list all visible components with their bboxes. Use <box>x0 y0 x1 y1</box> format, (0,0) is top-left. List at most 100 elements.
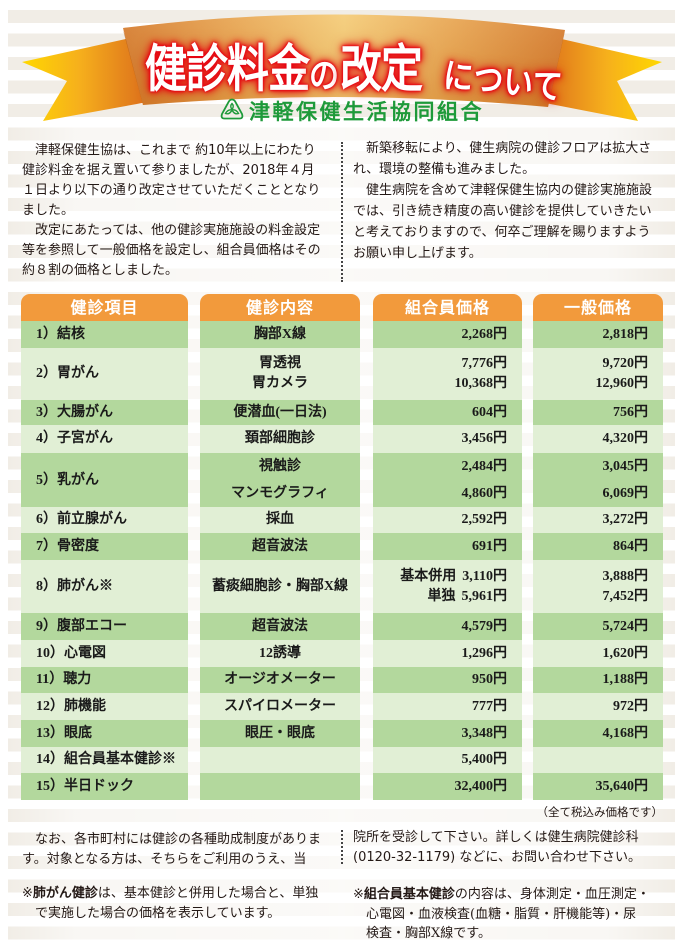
text-line: ました。 <box>22 203 75 218</box>
table-cell-content: 眼圧・眼底 <box>200 720 360 747</box>
text-line: 等を参照して一般価格を設定し、組合員価格はその <box>22 243 321 258</box>
table-cell-item: 2）胃がん <box>21 348 188 400</box>
text-line: 約８割の価格としました。 <box>22 263 179 278</box>
table-cell-general-price <box>533 747 663 773</box>
table-cell-general-price: 4,320円 <box>533 425 663 453</box>
column-member-price: 組合員価格 2,268円 7,776円 10,368円 604円 3,456円 2… <box>373 294 522 800</box>
text-line: １日より以下の通り改定させていただくこととなり <box>22 183 321 198</box>
table-cell-item: 6）前立腺がん <box>21 507 188 533</box>
table-cell-item: 4）子宮がん <box>21 425 188 453</box>
table-cell-item: 3）大腸がん <box>21 400 188 425</box>
note-line: 検査・胸部X線です。 <box>366 926 491 941</box>
table-cell-member-price: 3,456円 <box>373 425 522 453</box>
table-cell-member-price: 4,579円 <box>373 613 522 640</box>
table-cell-content: スパイロメーター <box>200 693 360 720</box>
table-cell-content: 頚部細胞診 <box>200 425 360 453</box>
table-cell-member-price: 2,268円 <box>373 321 522 348</box>
table-cell-content: 蓄痰細胞診・胸部X線 <box>200 560 360 613</box>
table-cell-item: 13）眼底 <box>21 720 188 747</box>
ribbon-left-tail <box>22 37 148 121</box>
column-exam-content: 健診内容 胸部X線 胃透視 胃カメラ 便潜血(一日法) 頚部細胞診 視触診 マンモグ… <box>200 294 360 800</box>
text-line: す。対象となる方は、そちらをご利用のうえ、当 <box>22 852 307 867</box>
table-cell-member-price: 基本併用 3,110円 単独 5,961円 <box>373 560 522 613</box>
table-cell-member-price: 2,592円 <box>373 507 522 533</box>
table-cell-general-price: 2,818円 <box>533 321 663 348</box>
text-line: 健診料金を据え置いて参りましたが、2018年４月 <box>22 163 315 178</box>
text-line: と考えておりますので、何卒ご理解を賜りますよう <box>353 225 651 240</box>
table-cell-member-price: 604円 <box>373 400 522 425</box>
table-cell-content: 超音波法 <box>200 533 360 560</box>
table-cell-general-price: 9,720円 12,960円 <box>533 348 663 400</box>
note-line: で実施した場合の価格を表示しています。 <box>35 906 281 921</box>
organization-name: 津軽保健生活協同組合 <box>249 100 484 124</box>
text-line: 改定にあたっては、他の健診実施施設の料金設定 <box>35 223 321 238</box>
table-cell-member-price: 691円 <box>373 533 522 560</box>
table-cell-item: 7）骨密度 <box>21 533 188 560</box>
note-line: ※肺がん健診は、基本健診と併用した場合と、単独 <box>22 886 319 901</box>
column-general-price: 一般価格 2,818円 9,720円 12,960円 756円 4,320円 3,… <box>533 294 663 800</box>
note-line: 心電図・血液検査(血糖・脂質・肝機能等)・尿 <box>366 906 637 922</box>
price-line-standalone: 単独 5,961円 <box>427 588 508 604</box>
table-cell-item: 5）乳がん <box>21 453 188 507</box>
table-cell-general-price: 1,620円 <box>533 640 663 667</box>
column-exam-item: 健診項目 1）結核 2）胃がん 3）大腸がん 4）子宮がん 5）乳がん 6）前立… <box>21 294 188 800</box>
table-cell-member-price: 3,348円 <box>373 720 522 747</box>
text-line: では、引き続き精度の高い健診を提供していきたい <box>353 204 652 219</box>
table-cell-item: 15）半日ドック <box>21 773 188 800</box>
table-cell-general-price: 5,724円 <box>533 613 663 640</box>
table-cell-member-price: 777円 <box>373 693 522 720</box>
table-cell-content: オージオメーター <box>200 667 360 693</box>
coop-leaf-logo-icon <box>220 98 244 124</box>
table-cell-item: 8）肺がん※ <box>21 560 188 613</box>
table-cell-content: 胃透視 胃カメラ <box>200 348 360 400</box>
table-cell-general-price: 972円 <box>533 693 663 720</box>
table-cell-general-price: 35,640円 <box>533 773 663 800</box>
table-cell-member-price: 950円 <box>373 667 522 693</box>
note-lung-cancer: ※肺がん健診は、基本健診と併用した場合と、単独 で実施した場合の価格を表示してい… <box>22 884 318 924</box>
column-header-general-price: 一般価格 <box>533 294 663 321</box>
title-text-kenshin-ryokin: 健診料金 <box>145 38 310 99</box>
table-cell-item: 12）肺機能 <box>21 693 188 720</box>
table-cell-content: 視触診 マンモグラフィ <box>200 453 360 507</box>
table-cell-member-price: 1,296円 <box>373 640 522 667</box>
text-line: れ、環境の整備も進みました。 <box>353 162 536 177</box>
text-line: 健生病院を含めて津軽保健生協内の健診実施施設 <box>366 183 653 198</box>
text-line: 津軽保健生協は、これまで 約10年以上にわたり <box>35 143 316 158</box>
table-cell-content: 12誘導 <box>200 640 360 667</box>
column-divider <box>341 142 343 282</box>
organization-header: 津軽保健生活協同組合 <box>220 98 484 124</box>
table-cell-item: 1）結核 <box>21 321 188 348</box>
table-cell-content <box>200 747 360 773</box>
table-cell-general-price: 3,045円 6,069円 <box>533 453 663 507</box>
table-cell-content: 採血 <box>200 507 360 533</box>
table-cell-member-price: 5,400円 <box>373 747 522 773</box>
title-text-kaitei: 改定 <box>340 38 423 99</box>
table-cell-content: 胸部X線 <box>200 321 360 348</box>
table-cell-general-price: 3,888円 7,452円 <box>533 560 663 613</box>
title-text-particle: の <box>309 56 339 97</box>
table-cell-item: 9）腹部エコー <box>21 613 188 640</box>
ribbon-right-tail <box>540 37 662 121</box>
table-cell-general-price: 1,188円 <box>533 667 663 693</box>
table-cell-general-price: 756円 <box>533 400 663 425</box>
column-header-member-price: 組合員価格 <box>373 294 522 321</box>
price-line-combined: 基本併用 3,110円 <box>400 568 507 584</box>
table-cell-content <box>200 773 360 800</box>
tax-included-note: （全て税込み価格です） <box>536 805 664 819</box>
footer-left-paragraph: なお、各市町村には健診の各種助成制度がありま す。対象となる方は、そちらをご利用… <box>22 830 321 870</box>
table-cell-general-price: 3,272円 <box>533 507 663 533</box>
table-cell-item: 10）心電図 <box>21 640 188 667</box>
note-basic-checkup: ※組合員基本健診の内容は、身体測定・血圧測定・ 心電図・血液検査(血糖・脂質・肝… <box>353 885 650 944</box>
intro-left-paragraphs: 津軽保健生協は、これまで 約10年以上にわたり 健診料金を据え置いて参りましたが… <box>22 141 321 281</box>
table-cell-member-price: 32,400円 <box>373 773 522 800</box>
intro-right-paragraphs: 新築移転により、健生病院の健診フロアは拡大さ れ、環境の整備も進みました。 健生… <box>353 138 652 264</box>
table-cell-general-price: 864円 <box>533 533 663 560</box>
table-cell-member-price: 7,776円 10,368円 <box>373 348 522 400</box>
table-cell-item: 14）組合員基本健診※ <box>21 747 188 773</box>
table-cell-general-price: 4,168円 <box>533 720 663 747</box>
contact-phone-line: (0120-32-1179) などに、お問い合わせ下さい。 <box>353 850 641 865</box>
table-cell-item: 11）聴力 <box>21 667 188 693</box>
column-header-item: 健診項目 <box>21 294 188 321</box>
ribbon-banner <box>22 14 662 121</box>
